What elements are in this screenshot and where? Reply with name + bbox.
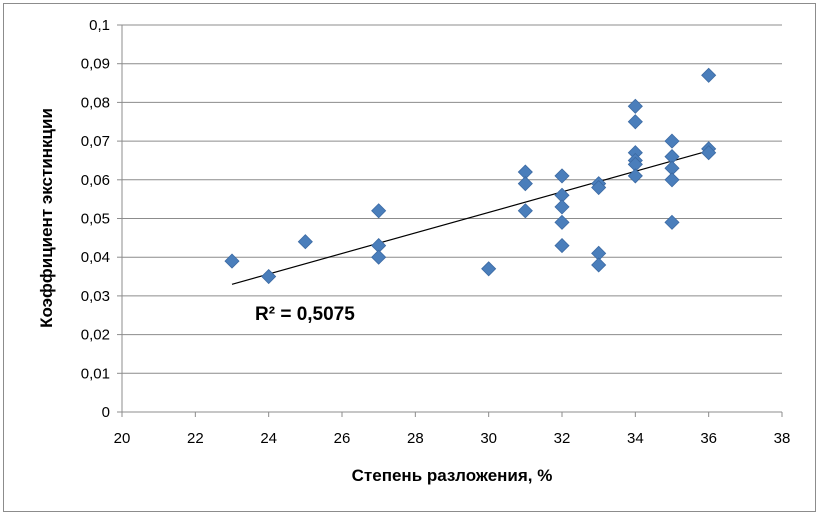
- x-tick-labels: 20 22 24 26 28 30 32 34 36 38: [114, 430, 791, 447]
- x-tick-label: 20: [114, 430, 131, 447]
- data-point: [481, 261, 497, 277]
- x-tick-label: 22: [187, 430, 204, 447]
- y-tick-label: 0,05: [81, 211, 110, 228]
- y-tick-label: 0,06: [81, 172, 110, 189]
- y-tick-label: 0,03: [81, 288, 110, 305]
- y-tick-label: 0,02: [81, 327, 110, 344]
- x-tick-label: 32: [554, 430, 571, 447]
- data-point: [517, 176, 533, 192]
- trendline: [231, 150, 709, 285]
- x-tick-label: 34: [627, 430, 644, 447]
- data-point: [701, 145, 717, 161]
- y-tick-label: 0,01: [81, 365, 110, 382]
- x-tick-label: 38: [774, 430, 791, 447]
- y-tick-label: 0,08: [81, 94, 110, 111]
- data-point: [701, 67, 717, 83]
- x-tick-label: 24: [260, 430, 277, 447]
- y-tick-labels: 0 0,01 0,02 0,03 0,04 0,05 0,06 0,07 0,08 0,09 0,1: [81, 17, 110, 421]
- data-point: [664, 172, 680, 188]
- x-axis-title: Степень разложения, %: [352, 466, 553, 485]
- y-tick-label: 0,09: [81, 56, 110, 73]
- y-tick-label: 0,04: [81, 249, 110, 266]
- data-point: [591, 179, 607, 196]
- data-point: [297, 234, 313, 250]
- x-tick-label: 26: [334, 430, 351, 447]
- x-tick-label: 30: [480, 430, 497, 447]
- data-point: [554, 214, 570, 230]
- x-tick-label: 36: [700, 430, 717, 447]
- data-point: [627, 168, 643, 184]
- grid-lines: [117, 24, 782, 413]
- data-point: [664, 133, 680, 149]
- data-point: [517, 203, 533, 219]
- data-point: [591, 257, 607, 273]
- y-tick-label: 0,1: [89, 17, 110, 34]
- data-point: [371, 249, 387, 265]
- data-points: [224, 67, 717, 285]
- data-point: [261, 268, 277, 285]
- data-point: [554, 238, 570, 254]
- data-point: [627, 114, 643, 130]
- r-squared-label: R² = 0,5075: [255, 304, 355, 325]
- y-tick-label: 0: [102, 404, 110, 421]
- data-point: [664, 214, 680, 230]
- data-point: [224, 253, 240, 269]
- data-point: [627, 98, 643, 114]
- y-axis-title: Коэффициент экстинкции: [37, 108, 56, 328]
- axes: [121, 25, 783, 417]
- data-point: [371, 203, 387, 219]
- x-tick-label: 28: [407, 430, 424, 447]
- y-tick-label: 0,07: [81, 133, 110, 150]
- data-point: [554, 199, 570, 215]
- data-point: [554, 168, 570, 184]
